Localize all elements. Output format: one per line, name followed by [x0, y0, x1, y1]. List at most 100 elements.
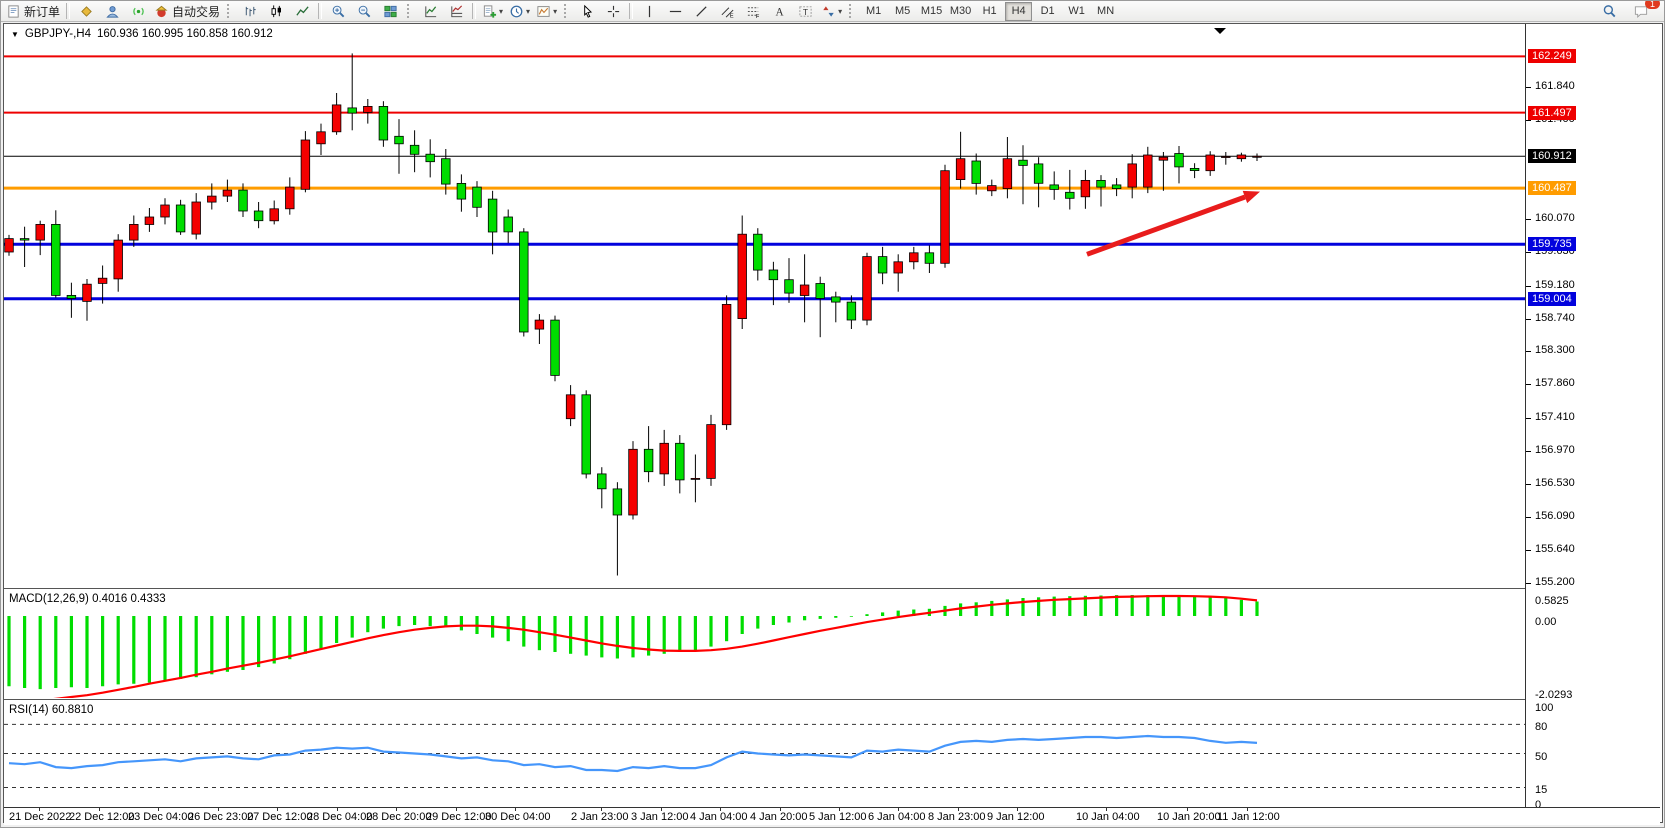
timeframe-mn-button[interactable]: MN [1097, 5, 1115, 17]
scroll-marker-icon[interactable] [1214, 28, 1226, 34]
styles-button[interactable] [73, 1, 99, 21]
price-tick-label: 161.840 [1535, 80, 1575, 92]
price-tick-label: 155.640 [1535, 543, 1575, 555]
time-label: 10 Jan 04:00 [1076, 811, 1140, 823]
timeframe-w1-button[interactable]: W1 [1068, 5, 1085, 17]
price-chart[interactable] [4, 24, 1525, 588]
axis-tick [1526, 517, 1531, 518]
cursor-icon [580, 4, 595, 19]
axis-tick [1526, 120, 1531, 121]
time-tick [898, 808, 899, 811]
crosshair-icon [606, 4, 621, 19]
collapse-icon[interactable]: ▼ [11, 29, 19, 39]
time-tick [601, 808, 602, 811]
tile-windows-button[interactable] [377, 1, 403, 21]
text-label-icon: T [798, 4, 813, 19]
macd-pane-chart[interactable] [4, 590, 1525, 698]
price-level-badge[interactable]: 160.912 [1528, 149, 1576, 163]
crosshair-button[interactable] [600, 1, 626, 21]
autotrading-button[interactable]: 自动交易 [151, 1, 223, 21]
bar-chart-button[interactable] [237, 1, 263, 21]
toolbar-separator [564, 4, 570, 18]
price-axis[interactable]: 161.840161.400160.070159.630159.180158.7… [1525, 24, 1661, 811]
toolbar-separator [849, 4, 855, 18]
time-tick [277, 808, 278, 811]
periods-button[interactable]: ▾ [506, 1, 533, 21]
symbol-period-label: GBPJPY-,H4 [24, 28, 91, 40]
timeframe-h1-button[interactable]: H1 [982, 5, 997, 17]
price-level-badge[interactable]: 159.004 [1528, 292, 1576, 306]
arrows-button[interactable]: ▾ [818, 1, 845, 21]
add-indicator-button[interactable]: ▾ [479, 1, 506, 21]
time-tick [958, 808, 959, 811]
candle-chart-button[interactable] [263, 1, 289, 21]
timeframe-m5-button[interactable]: M5 [894, 5, 911, 17]
trend-arrow[interactable] [1086, 190, 1260, 257]
horizontal-line-button[interactable] [662, 1, 688, 21]
time-tick [661, 808, 662, 811]
templates-button[interactable]: ▾ [533, 1, 560, 21]
autotrade-icon [154, 4, 169, 19]
timeframe-m1-button[interactable]: M1 [865, 5, 882, 17]
macd-signal-line [53, 594, 1258, 698]
rsi-line [8, 734, 1258, 773]
period-icon [509, 4, 524, 19]
price-tick-label: 156.970 [1535, 444, 1575, 456]
trendline-icon [694, 4, 709, 19]
fibonacci-button[interactable]: F [740, 1, 766, 21]
time-tick [396, 808, 397, 811]
price-tick-label: 159.180 [1535, 279, 1575, 291]
chart-panel[interactable]: ▼ GBPJPY-,H4 160.936 160.995 160.858 160… [3, 23, 1663, 825]
timeframe-h4-button[interactable]: H4 [1005, 1, 1033, 21]
price-level-badge[interactable]: 161.497 [1528, 106, 1576, 120]
zoom-in-button[interactable] [325, 1, 351, 21]
time-tick [515, 808, 516, 811]
time-label: 30 Dec 04:00 [485, 811, 551, 823]
styles-icon [79, 4, 94, 19]
zoom-out-button[interactable] [351, 1, 377, 21]
timeframe-d1-button[interactable]: D1 [1040, 5, 1055, 17]
time-tick [1247, 808, 1248, 811]
line-chart-icon [295, 4, 310, 19]
time-tick [337, 808, 338, 811]
timeframe-m15-button[interactable]: M15 [920, 5, 943, 17]
trendline-button[interactable] [688, 1, 714, 21]
time-axis[interactable]: 21 Dec 2022 22 Dec 12:00 23 Dec 04:00 26 De… [4, 807, 1660, 825]
price-level-badge[interactable]: 162.249 [1528, 49, 1576, 63]
axis-tick [1526, 219, 1531, 220]
axis-tick [1526, 484, 1531, 485]
text-button[interactable]: A [766, 1, 792, 21]
price-tick-label: 158.740 [1535, 312, 1575, 324]
indicators-button[interactable] [417, 1, 443, 21]
time-tick [99, 808, 100, 811]
time-label: 11 Jan 12:00 [1217, 811, 1280, 823]
price-level-badge[interactable]: 159.735 [1528, 237, 1576, 251]
new-order-button[interactable]: 新订单 [3, 1, 63, 21]
toolbar-separator [407, 4, 413, 18]
equidistant-channel-button[interactable]: E [714, 1, 740, 21]
price-level-badge[interactable]: 160.487 [1528, 181, 1576, 195]
time-label: 5 Jan 12:00 [809, 811, 867, 823]
time-label: 4 Jan 04:00 [690, 811, 748, 823]
pane-resize-handle[interactable] [4, 699, 1660, 700]
vertical-line-button[interactable] [636, 1, 662, 21]
macd-indicator-label: MACD(12,26,9) 0.4016 0.4333 [9, 593, 166, 605]
time-label: 22 Dec 12:00 [69, 811, 135, 823]
rsi-pane-chart[interactable] [4, 700, 1525, 807]
indicator-window-button[interactable] [443, 1, 469, 21]
axis-tick [1526, 550, 1531, 551]
search-button[interactable] [1596, 1, 1622, 21]
text-label-button[interactable]: T [792, 1, 818, 21]
timeframe-m30-button[interactable]: M30 [949, 5, 972, 17]
chat-button[interactable]: 1 [1628, 1, 1660, 21]
cursor-button[interactable] [574, 1, 600, 21]
market-watch-button[interactable] [99, 1, 125, 21]
line-chart-button[interactable] [289, 1, 315, 21]
tile-windows-icon [383, 4, 398, 19]
axis-tick [1526, 87, 1531, 88]
price-tick-label: 156.530 [1535, 477, 1575, 489]
fibo-icon: F [746, 4, 761, 19]
signals-button[interactable] [125, 1, 151, 21]
pane-resize-handle[interactable] [4, 588, 1660, 589]
rsi-axis-label: 15 [1535, 784, 1548, 796]
